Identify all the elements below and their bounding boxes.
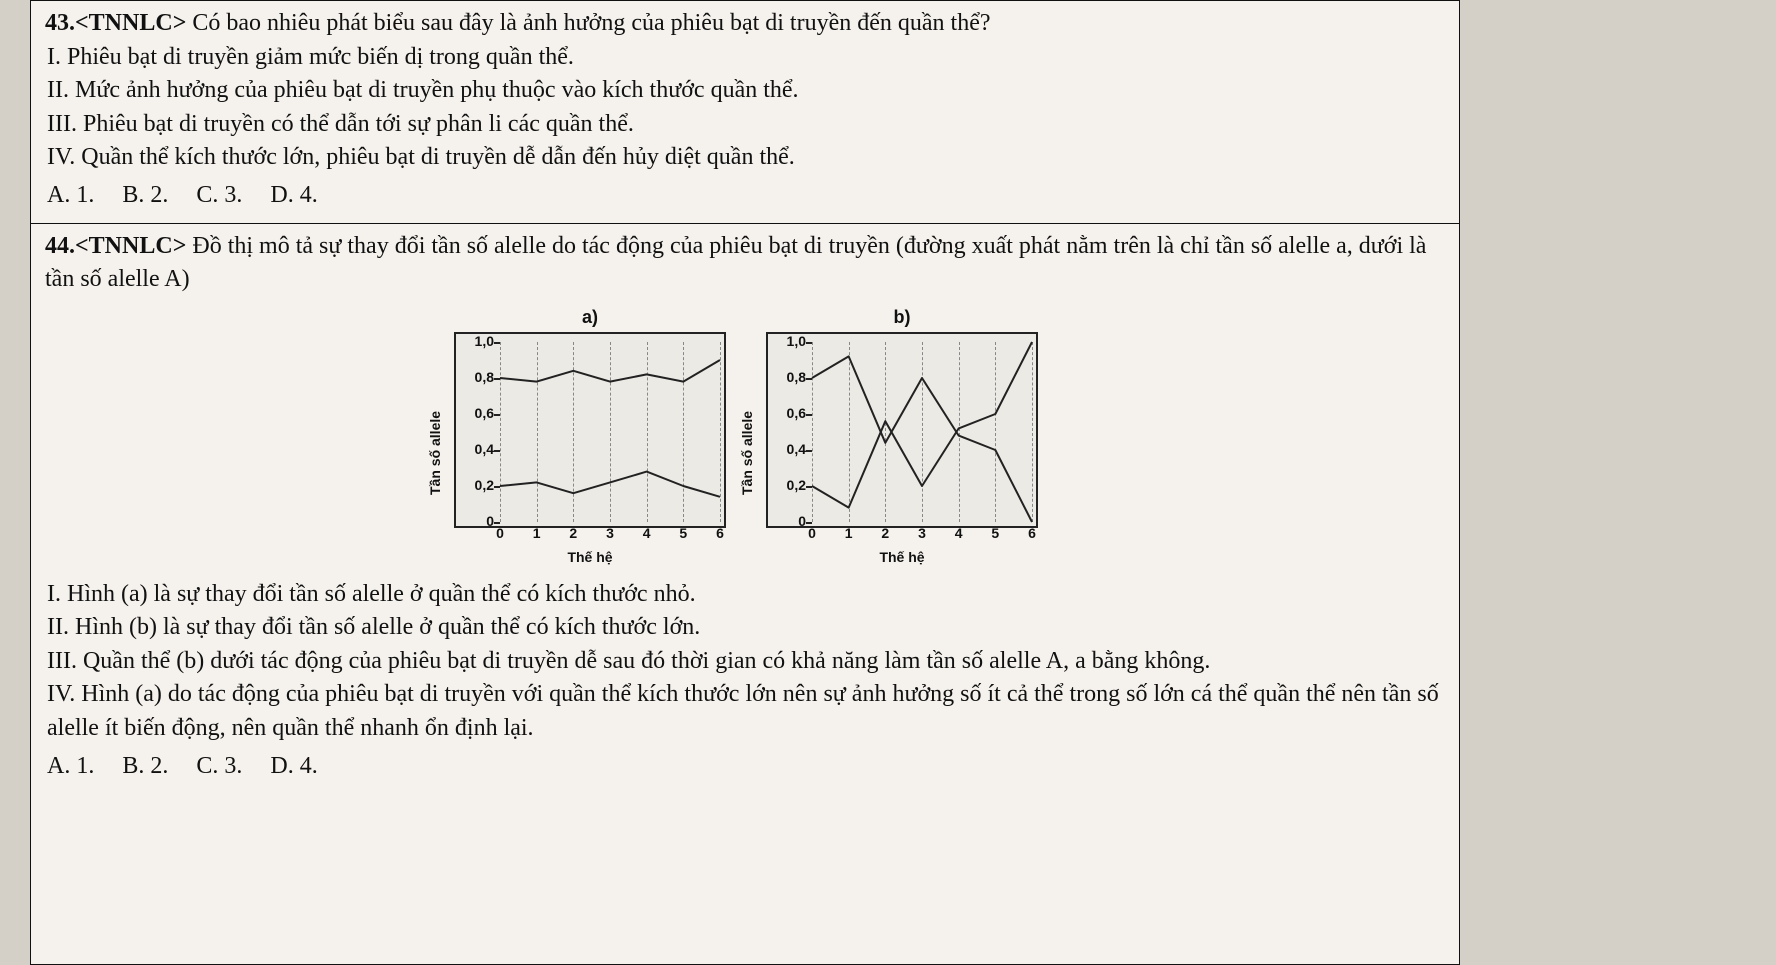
question-tag: <TNNLC> (75, 10, 186, 36)
stmt-ii: II. Mức ảnh hưởng của phiêu bạt di truyề… (45, 74, 1447, 108)
y-tick-label: 0,8 (787, 368, 812, 388)
stmt-iii: III. Quần thể (b) dưới tác động của phiê… (45, 645, 1447, 679)
y-axis-title: Tần số allele (738, 411, 758, 495)
question-tag: <TNNLC> (75, 233, 186, 259)
chart-b: 012345600,20,40,60,81,0Tần số allele (766, 332, 1038, 528)
choice-d: D. 4. (270, 182, 317, 208)
x-tick-label: 4 (955, 522, 963, 544)
choice-b: B. 2. (122, 753, 168, 779)
x-tick-label: 6 (1028, 522, 1036, 544)
x-tick-label: 6 (716, 522, 724, 544)
y-tick-label: 0,8 (475, 368, 500, 388)
question-number: 44. (45, 233, 75, 259)
x-tick-label: 3 (918, 522, 926, 544)
y-tick-label: 1,0 (475, 332, 500, 352)
y-tick-label: 0,4 (787, 440, 812, 460)
chart-b-wrap: b) 012345600,20,40,60,81,0Tần số allele … (766, 305, 1038, 568)
stmt-iv: IV. Quần thể kích thước lớn, phiêu bạt d… (45, 141, 1447, 175)
y-tick-label: 0,2 (475, 476, 500, 496)
choice-a: A. 1. (47, 182, 94, 208)
choice-b: B. 2. (122, 182, 168, 208)
y-tick-label: 0,6 (787, 404, 812, 424)
y-tick-label: 0,6 (475, 404, 500, 424)
stmt-iv: IV. Hình (a) do tác động của phiêu bạt d… (45, 678, 1447, 745)
choices-row: A. 1. B. 2. C. 3. D. 4. (45, 750, 1447, 784)
y-tick-label: 0,4 (475, 440, 500, 460)
y-axis-title: Tần số allele (426, 411, 446, 495)
chart-b-title: b) (894, 305, 911, 330)
stmt-iii: III. Phiêu bạt di truyền có thể dẫn tới … (45, 108, 1447, 142)
x-tick-label: 1 (533, 522, 541, 544)
question-44-prompt: 44.<TNNLC> Đồ thị mô tả sự thay đổi tần … (45, 230, 1447, 297)
choice-a: A. 1. (47, 753, 94, 779)
x-tick-label: 4 (643, 522, 651, 544)
stmt-i: I. Phiêu bạt di truyền giảm mức biến dị … (45, 41, 1447, 75)
y-tick-label: 0,2 (787, 476, 812, 496)
chart-a-wrap: a) 012345600,20,40,60,81,0Tần số allele … (454, 305, 726, 568)
stmt-i: I. Hình (a) là sự thay đổi tần số alelle… (45, 578, 1447, 612)
question-text: Có bao nhiêu phát biểu sau đây là ảnh hư… (186, 10, 990, 36)
chart-a-xlabel: Thế hệ (567, 548, 612, 568)
x-tick-label: 2 (881, 522, 889, 544)
charts-row: a) 012345600,20,40,60,81,0Tần số allele … (45, 305, 1447, 568)
chart-a-title: a) (582, 305, 598, 330)
choice-c: C. 3. (196, 753, 242, 779)
question-44: 44.<TNNLC> Đồ thị mô tả sự thay đổi tần … (31, 224, 1459, 794)
question-43: 43.<TNNLC> Có bao nhiêu phát biểu sau đâ… (31, 1, 1459, 224)
x-tick-label: 1 (845, 522, 853, 544)
x-tick-label: 3 (606, 522, 614, 544)
choice-c: C. 3. (196, 182, 242, 208)
chart-a: 012345600,20,40,60,81,0Tần số allele (454, 332, 726, 528)
question-text: Đồ thị mô tả sự thay đổi tần số alelle d… (45, 233, 1426, 293)
y-tick-label: 0 (798, 512, 812, 532)
chart-b-xlabel: Thế hệ (879, 548, 924, 568)
x-tick-label: 2 (569, 522, 577, 544)
choice-d: D. 4. (270, 753, 317, 779)
question-43-prompt: 43.<TNNLC> Có bao nhiêu phát biểu sau đâ… (45, 7, 1447, 41)
x-tick-label: 5 (991, 522, 999, 544)
x-tick-label: 5 (679, 522, 687, 544)
y-tick-label: 0 (486, 512, 500, 532)
exam-page: 43.<TNNLC> Có bao nhiêu phát biểu sau đâ… (30, 0, 1460, 965)
choices-row: A. 1. B. 2. C. 3. D. 4. (45, 179, 1447, 213)
stmt-ii: II. Hình (b) là sự thay đổi tần số alell… (45, 611, 1447, 645)
y-tick-label: 1,0 (787, 332, 812, 352)
question-number: 43. (45, 10, 75, 36)
